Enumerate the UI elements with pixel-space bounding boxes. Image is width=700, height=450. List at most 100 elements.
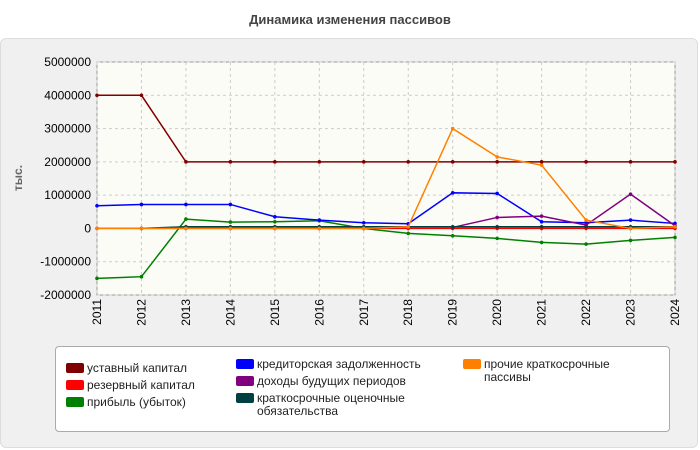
y-tick-label: 3000000 bbox=[44, 122, 91, 136]
legend-swatch bbox=[66, 397, 84, 407]
point bbox=[139, 226, 144, 231]
legend-label: прибыль (убыток) bbox=[87, 395, 186, 409]
point bbox=[184, 160, 188, 164]
point bbox=[228, 226, 233, 231]
legend-label: резервный капитал bbox=[87, 378, 195, 392]
legend-item: кредиторская задолженность bbox=[236, 358, 436, 371]
point bbox=[539, 240, 544, 245]
point bbox=[539, 219, 544, 224]
point bbox=[228, 202, 233, 207]
point bbox=[495, 215, 499, 220]
x-tick-label: 2014 bbox=[223, 299, 237, 326]
point bbox=[628, 238, 633, 243]
point bbox=[273, 214, 277, 219]
legend-label: прочие краткосрочные пассивы bbox=[484, 357, 610, 384]
point bbox=[539, 224, 544, 229]
chart-title: Динамика изменения пассивов bbox=[249, 12, 451, 27]
legend: уставный капитал резервный капитал прибыль… bbox=[55, 346, 670, 432]
legend-swatch bbox=[236, 393, 254, 403]
series-line bbox=[97, 127, 676, 230]
point bbox=[406, 160, 411, 164]
legend-item: краткосрочные оценочные обязательства bbox=[236, 392, 436, 418]
point bbox=[273, 226, 277, 231]
legend-label: краткосрочные оценочные обязательства bbox=[257, 391, 405, 418]
point bbox=[184, 217, 188, 221]
point bbox=[228, 160, 233, 164]
point bbox=[95, 93, 99, 98]
chart: тыс. -2000000 -1000000 0 1000000 2000000 3000… bbox=[11, 55, 682, 326]
point bbox=[184, 202, 188, 207]
x-tick-label: 2012 bbox=[134, 299, 148, 326]
point bbox=[450, 191, 455, 195]
point bbox=[317, 160, 322, 164]
point bbox=[673, 160, 677, 164]
point bbox=[628, 226, 633, 231]
x-tick-label: 2022 bbox=[579, 299, 593, 326]
point bbox=[139, 202, 144, 207]
legend-item: доходы будущих периодов bbox=[236, 375, 436, 388]
legend-label: кредиторская задолженность bbox=[257, 357, 421, 371]
y-tick-label: 5000000 bbox=[44, 55, 91, 69]
y-tick-label: 4000000 bbox=[44, 88, 91, 102]
y-tick-label: 0 bbox=[84, 221, 91, 235]
y-axis-label: тыс. bbox=[11, 165, 25, 191]
point bbox=[495, 191, 499, 196]
point bbox=[628, 160, 633, 164]
point bbox=[317, 218, 322, 222]
point bbox=[673, 235, 677, 240]
point bbox=[539, 160, 544, 164]
point bbox=[495, 155, 499, 159]
point bbox=[95, 226, 99, 231]
legend-item: прочие краткосрочные пассивы bbox=[463, 358, 648, 384]
point bbox=[406, 231, 411, 236]
legend-label: уставный капитал bbox=[87, 361, 187, 375]
x-tick-label: 2024 bbox=[668, 299, 682, 326]
y-tick-label: -1000000 bbox=[40, 255, 91, 269]
legend-swatch bbox=[236, 376, 254, 386]
point bbox=[317, 226, 322, 231]
point bbox=[361, 160, 366, 164]
y-tick-label: 2000000 bbox=[44, 155, 91, 169]
legend-label: доходы будущих периодов bbox=[257, 374, 406, 388]
point bbox=[495, 160, 499, 164]
x-tick-label: 2013 bbox=[179, 299, 193, 326]
legend-item: прибыль (убыток) bbox=[66, 396, 231, 409]
plot-area bbox=[96, 61, 676, 296]
point bbox=[584, 242, 588, 246]
point bbox=[584, 218, 588, 222]
legend-swatch bbox=[236, 359, 254, 369]
x-tick-label: 2019 bbox=[446, 299, 460, 326]
x-tick-label: 2015 bbox=[268, 299, 282, 326]
x-tick-label: 2018 bbox=[401, 299, 415, 326]
point bbox=[361, 220, 366, 225]
point bbox=[361, 226, 366, 231]
point bbox=[184, 226, 188, 231]
x-tick-label: 2017 bbox=[357, 299, 371, 326]
x-tick-label: 2020 bbox=[490, 299, 504, 326]
y-tick-label: 1000000 bbox=[44, 188, 91, 202]
point bbox=[450, 233, 455, 238]
point bbox=[95, 203, 99, 208]
point bbox=[584, 160, 588, 164]
series-line bbox=[452, 193, 676, 229]
point bbox=[139, 274, 144, 279]
legend-swatch bbox=[66, 363, 84, 373]
point bbox=[273, 219, 277, 224]
x-tick-label: 2011 bbox=[90, 299, 104, 325]
point bbox=[584, 224, 588, 229]
point bbox=[450, 224, 455, 229]
point bbox=[406, 224, 411, 229]
legend-item: уставный капитал bbox=[66, 362, 231, 375]
legend-item: резервный капитал bbox=[66, 379, 231, 392]
point bbox=[495, 224, 499, 229]
point bbox=[450, 126, 455, 131]
point bbox=[539, 214, 544, 218]
point bbox=[450, 160, 455, 164]
legend-swatch bbox=[463, 359, 481, 369]
point bbox=[628, 218, 633, 222]
series-line bbox=[96, 192, 676, 225]
x-tick-label: 2023 bbox=[624, 299, 638, 326]
point bbox=[273, 160, 277, 164]
point bbox=[95, 276, 99, 281]
